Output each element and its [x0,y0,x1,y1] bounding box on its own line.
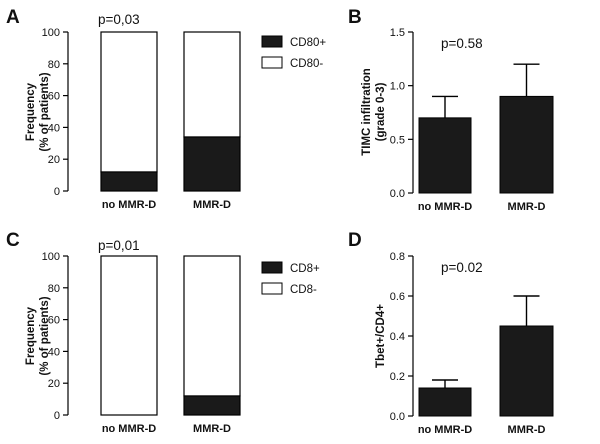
y-tick-label: 80 [48,283,60,295]
legend-swatch [261,261,283,274]
y-tick-label: 0 [54,410,60,422]
y-tick-label: 1.0 [390,81,405,93]
legend-label: CD80+ [290,37,326,49]
category-label: MMR-D [508,201,546,213]
y-tick-label: 80 [48,59,60,71]
y-tick-label: 1.5 [390,27,405,39]
y-tick-label: 40 [48,346,60,358]
category-label: no MMR-D [102,199,156,211]
p-value-annotation: p=0,03 [98,12,140,27]
y-tick-label: 60 [48,91,60,103]
legend-swatch [261,35,283,48]
panel-d: D Tbet+/CD4+ no MMR-D MMR-D 0.0 0.2 0.4 0.6 0.… [348,230,554,436]
panel-b: B TIMC infiltration (grade 0-3) no MMR-D… [348,7,554,213]
category-label: no MMR-D [418,201,472,213]
y-tick-label: 0.8 [390,251,405,263]
legend-label: CD8- [290,284,317,296]
panel-letter-d: D [348,230,362,251]
y-axis-title-line1: Frequency [25,306,37,365]
y-tick-label: 40 [48,122,60,134]
y-tick-label: 0.4 [390,331,405,343]
y-tick-label: 20 [48,154,60,166]
panel-letter-c: C [6,230,20,251]
bar-segment [183,31,241,138]
y-axis-title-line2: (% of patients) [39,296,51,375]
panel-c: C Frequency (% of patients) no MMR-D MMR-… [6,230,320,435]
category-label: MMR-D [508,424,546,436]
legend-swatch [261,282,283,295]
panel-a: A Frequency (% of patients) no MMR-D MMR-… [6,7,326,211]
bar [418,387,472,417]
bar-segment [183,395,241,416]
plot-area-a: no MMR-D MMR-D 0 20 40 60 80 100 p=0,03 CD80+ CD80… [42,12,327,211]
legend-label: CD80- [290,58,323,70]
category-label: no MMR-D [102,423,156,435]
bar-segment [100,31,158,173]
y-tick-label: 0.2 [390,371,405,383]
category-label: MMR-D [193,423,231,435]
bar-segment [183,255,241,397]
bar [499,325,554,417]
category-label: MMR-D [193,199,231,211]
legend-label: CD8+ [290,263,320,275]
y-axis-title-line2: (grade 0-3) [375,82,387,141]
p-value-annotation: p=0.02 [441,260,483,275]
plot-area-c: no MMR-D MMR-D 0 20 40 60 80 100 p=0,01 CD8+ CD8- [42,238,320,435]
y-tick-label: 0.0 [390,411,405,423]
y-axis-title-line1: Frequency [25,82,37,141]
y-axis-title: Tbet+/CD4+ [375,304,387,368]
plot-area-d: no MMR-D MMR-D 0.0 0.2 0.4 0.6 0.8 p=0.02 [390,251,554,436]
y-tick-label: 0.5 [390,134,405,146]
y-tick-label: 20 [48,378,60,390]
plot-area-b: no MMR-D MMR-D 0.0 0.5 1.0 1.5 p=0.58 [390,27,554,213]
bar [418,117,472,194]
panel-letter-b: B [348,7,362,28]
bar-segment [183,136,241,192]
y-axis-title-line2: (% of patients) [39,72,51,151]
p-value-annotation: p=0,01 [98,238,140,253]
y-tick-label: 0 [54,186,60,198]
panel-letter-a: A [6,7,20,28]
category-label: no MMR-D [418,424,472,436]
p-value-annotation: p=0.58 [441,36,483,51]
bar-segment [100,255,158,416]
bar-segment [100,171,158,192]
y-tick-label: 0.0 [390,188,405,200]
legend-swatch [261,56,283,69]
y-tick-label: 100 [42,27,60,39]
y-tick-label: 100 [42,251,60,263]
y-tick-label: 60 [48,315,60,327]
y-axis-title-line1: TIMC infiltration [361,68,373,156]
bar [499,95,554,194]
y-tick-label: 0.6 [390,291,405,303]
